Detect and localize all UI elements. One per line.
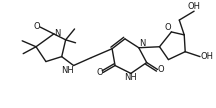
Text: O: O [97, 68, 103, 77]
Text: O: O [165, 23, 171, 32]
Text: N: N [139, 39, 145, 48]
Text: NH: NH [124, 73, 137, 82]
Text: OH: OH [200, 52, 213, 61]
Text: NH: NH [61, 66, 74, 75]
Text: O: O [33, 22, 40, 32]
Text: OH: OH [188, 2, 201, 11]
Text: O: O [157, 65, 164, 74]
Text: N: N [54, 29, 60, 38]
